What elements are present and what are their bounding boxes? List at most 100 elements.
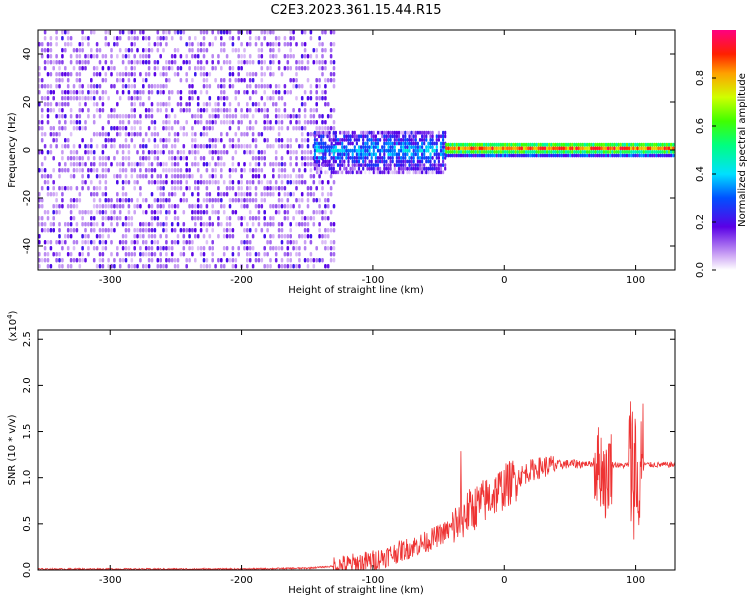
spectrogram-cell xyxy=(504,150,507,154)
spectrogram-cell xyxy=(418,166,422,171)
spectrogram-cell xyxy=(274,42,278,47)
spectrogram-cell xyxy=(205,78,209,83)
spectrogram-cell xyxy=(251,246,255,251)
spectrogram-cell xyxy=(173,192,177,197)
spectrogram-cell xyxy=(339,170,342,175)
spectrogram-cell xyxy=(202,78,206,83)
spectrogram-cell xyxy=(556,142,559,147)
spectrogram-cell xyxy=(191,96,194,101)
spectrogram-cell xyxy=(332,42,336,47)
spectrogram-cell xyxy=(283,186,287,191)
spectrogram-cell xyxy=(228,30,232,35)
spectrogram-cell xyxy=(66,144,70,149)
spectrogram-cell xyxy=(156,84,160,89)
spectrogram-cell xyxy=(246,252,249,257)
spectrogram-cell xyxy=(46,60,50,65)
spectrogram-cell xyxy=(421,156,424,160)
spectrogram-cell xyxy=(231,234,235,239)
spectrogram-cell xyxy=(437,163,440,167)
spectrogram-cell xyxy=(240,120,243,125)
spectrogram-cell xyxy=(156,132,160,137)
spectrogram-cell xyxy=(124,198,128,203)
spectrogram-cell xyxy=(554,142,557,147)
spectrogram-cell xyxy=(312,174,316,179)
spectrogram-cell xyxy=(61,114,64,119)
spectrogram-cell xyxy=(564,150,568,154)
spectrogram-cell xyxy=(188,96,191,101)
spectrogram-cell xyxy=(345,138,348,142)
spectrogram-cell xyxy=(75,258,79,263)
spectrogram-cell xyxy=(362,134,365,139)
spectrogram-cell xyxy=(506,153,509,158)
spectrogram-cell xyxy=(116,150,119,155)
spectrogram-cell xyxy=(309,174,313,179)
spectrogram-cell xyxy=(43,132,47,137)
spectrogram-cell xyxy=(439,134,443,139)
spectrogram-cell xyxy=(78,198,82,203)
spectrogram-cell xyxy=(412,166,415,171)
spectrogram-cell xyxy=(630,142,633,147)
spectrogram-cell xyxy=(202,66,206,71)
spectrogram-cell xyxy=(196,186,200,191)
spectrogram-cell xyxy=(43,222,47,227)
spectrogram-cell xyxy=(286,264,290,269)
spectrogram-cell xyxy=(569,153,572,158)
spectrogram-cell xyxy=(58,114,61,119)
spectrogram-cell xyxy=(214,78,217,83)
spectrogram-cell xyxy=(320,145,323,149)
spectrogram-cell xyxy=(220,90,223,95)
spectrogram-cell xyxy=(280,144,284,149)
spectrogram-cell xyxy=(116,72,119,77)
snr-panel: -300 -200 -100 0 100 0.00.51.01.52.02.5 Heig… xyxy=(6,310,676,596)
spectrogram-cell xyxy=(451,150,454,154)
spectrogram-cell xyxy=(630,150,633,154)
spectrogram-cell xyxy=(550,153,553,158)
spectrogram-cell xyxy=(379,130,382,135)
spectrogram-cell xyxy=(78,120,82,125)
spectrogram-cell xyxy=(52,138,55,143)
spectrogram-cell xyxy=(571,150,574,154)
spectrogram-cell xyxy=(159,90,162,95)
spectrogram-cell xyxy=(625,150,629,154)
spectrogram-cell xyxy=(368,130,371,135)
spectrogram-cell xyxy=(412,148,415,153)
spectrogram-cell xyxy=(283,252,287,257)
spectrogram-cell xyxy=(328,163,331,167)
spectrogram-cell xyxy=(222,180,226,185)
spectrogram-cell xyxy=(341,163,344,167)
spectrogram-cell xyxy=(165,252,168,257)
spectrogram-cell xyxy=(634,153,637,158)
spectrogram-cell xyxy=(81,258,84,263)
spectrogram-cell xyxy=(295,246,298,251)
spectrogram-cell xyxy=(217,216,220,221)
spectrogram-cell xyxy=(611,153,614,158)
spectrogram-cell xyxy=(617,150,620,154)
spectrogram-cell xyxy=(75,150,79,155)
spectrogram-cell xyxy=(368,145,371,149)
spectrogram-cell xyxy=(69,258,73,263)
spectrogram-cell xyxy=(318,134,321,139)
spectrogram-cell xyxy=(205,30,209,35)
spectrogram-cell xyxy=(72,174,76,179)
spectrogram-cell xyxy=(52,108,55,113)
spectrogram-cell xyxy=(602,146,605,151)
spectrogram-cell xyxy=(196,162,200,167)
spectrogram-cell xyxy=(300,42,304,47)
spectrogram-cell xyxy=(406,148,409,153)
spectrogram-cell xyxy=(408,145,411,149)
spectrogram-cell xyxy=(142,90,145,95)
spectrogram-cell xyxy=(266,180,269,185)
spectrogram-cell xyxy=(594,142,597,147)
spectrogram-cell xyxy=(127,180,131,185)
spectrogram-cell xyxy=(527,150,530,154)
spectrogram-cell xyxy=(638,153,641,158)
spectrogram-cell xyxy=(468,142,471,147)
spectrogram-cell xyxy=(364,145,367,149)
spectrogram-cell xyxy=(72,168,76,173)
spectrogram-cell xyxy=(468,150,471,154)
spectrogram-cell xyxy=(55,192,58,197)
spectrogram-cell xyxy=(110,114,113,119)
spectrogram-cell xyxy=(303,138,307,143)
spectrogram-cell xyxy=(577,150,580,154)
spectrogram-cell xyxy=(243,150,246,155)
